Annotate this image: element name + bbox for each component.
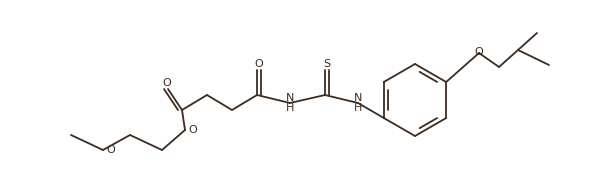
Text: N: N — [286, 93, 294, 103]
Text: O: O — [475, 47, 484, 57]
Text: O: O — [107, 145, 115, 155]
Text: S: S — [324, 59, 331, 69]
Text: H: H — [354, 103, 362, 113]
Text: H: H — [286, 103, 294, 113]
Text: O: O — [189, 125, 197, 135]
Text: O: O — [163, 78, 172, 88]
Text: N: N — [354, 93, 362, 103]
Text: O: O — [255, 59, 263, 69]
